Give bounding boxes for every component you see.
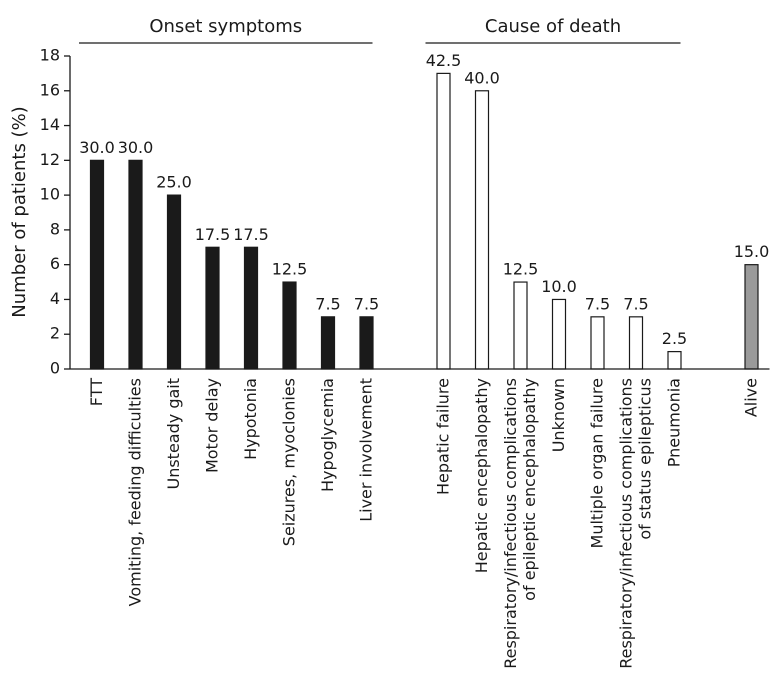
bar [128, 159, 143, 370]
x-tick-label: Respiratory/infectious complicationsof s… [616, 378, 654, 669]
y-tick-label: 16 [40, 80, 60, 99]
y-tick-label: 14 [40, 115, 60, 134]
x-tick-label: Motor delay [202, 378, 221, 473]
y-tick-label: 8 [50, 219, 60, 238]
y-tick-label: 2 [50, 324, 60, 343]
x-tick-label: Alive [741, 378, 760, 417]
bar [205, 246, 220, 370]
value-label: 17.5 [233, 225, 269, 244]
value-label: 17.5 [195, 225, 231, 244]
x-tick-label: Hypotonia [241, 378, 260, 460]
bar [744, 264, 759, 370]
y-axis-label: Number of patients (%) [9, 106, 30, 317]
x-tick-label: Pneumonia [664, 378, 683, 467]
value-label: 30.0 [79, 138, 115, 157]
y-tick-label: 4 [50, 289, 60, 308]
bar [282, 281, 297, 370]
bar [436, 72, 451, 370]
x-tick-label: Seizures, myoclonies [279, 378, 298, 546]
group-title: Cause of death [485, 16, 621, 37]
value-label: 2.5 [662, 329, 687, 348]
bar [474, 90, 490, 370]
value-label: 12.5 [503, 260, 539, 279]
x-tick-label: FTT [87, 378, 106, 406]
value-label: 10.0 [541, 277, 577, 296]
value-label: 7.5 [623, 294, 648, 313]
bar [590, 316, 605, 370]
bar [513, 281, 528, 370]
x-tick-label: Multiple organ failure [587, 378, 606, 548]
bar [320, 316, 336, 370]
bar [551, 298, 567, 370]
value-label: 7.5 [315, 294, 340, 313]
value-label: 15.0 [734, 242, 770, 261]
x-tick-label: Unknown [549, 378, 568, 452]
bar [89, 159, 105, 370]
value-label: 42.5 [426, 51, 462, 70]
x-tick-label: Respiratory/infectious complicationsof e… [501, 378, 539, 669]
value-label: 7.5 [585, 294, 610, 313]
bar [359, 316, 374, 370]
bar [166, 194, 182, 370]
y-tick-label: 0 [50, 359, 60, 378]
y-tick-label: 12 [40, 150, 60, 169]
value-label: 12.5 [272, 260, 308, 279]
group-title: Onset symptoms [149, 16, 302, 37]
value-label: 40.0 [464, 68, 500, 87]
bar [667, 351, 682, 370]
x-tick-label: Vomiting, feeding difficulties [125, 378, 144, 606]
x-tick-label: Liver involvement [356, 378, 375, 522]
x-tick-label: Unsteady gait [164, 378, 183, 490]
value-label: 25.0 [156, 173, 192, 192]
y-tick-label: 6 [50, 254, 60, 273]
value-label: 7.5 [354, 294, 379, 313]
bar [628, 316, 644, 370]
bar [243, 246, 259, 370]
x-tick-label: Hepatic failure [433, 378, 452, 495]
value-label: 30.0 [118, 138, 154, 157]
y-tick-label: 10 [40, 185, 60, 204]
x-tick-label: Hypoglycemia [318, 378, 337, 492]
y-tick-label: 18 [40, 46, 60, 65]
x-tick-label: Hepatic encephalopathy [472, 378, 491, 573]
